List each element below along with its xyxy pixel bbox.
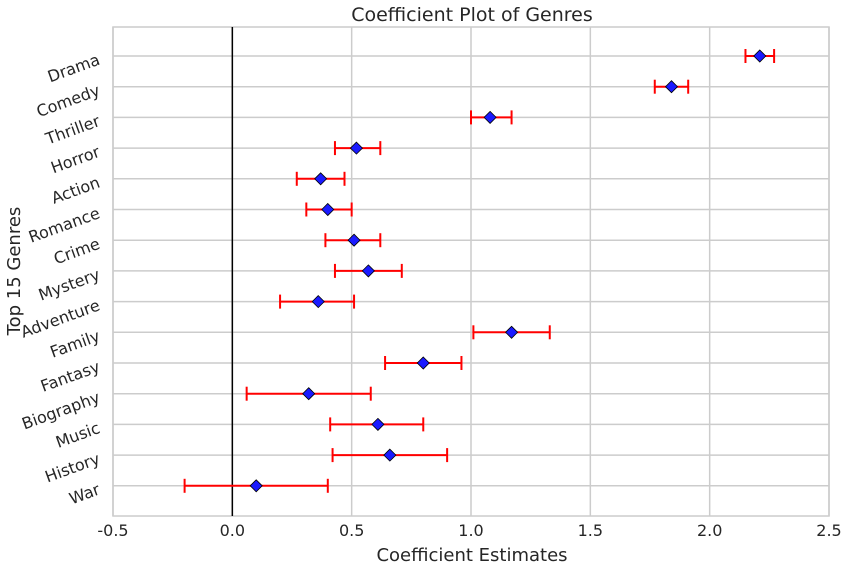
coefficient-point bbox=[416, 356, 430, 370]
grid-lines bbox=[112, 27, 830, 516]
chart-title: Coefficient Plot of Genres bbox=[351, 4, 593, 26]
x-tick-label: 0.0 bbox=[220, 521, 245, 540]
y-tick-label: Family bbox=[47, 326, 102, 361]
coefficient-point bbox=[483, 110, 497, 124]
coefficient-point bbox=[321, 202, 335, 217]
x-tick-label: 2.0 bbox=[697, 521, 722, 540]
y-tick-label: Crime bbox=[51, 234, 102, 268]
x-tick-labels: -0.5 0.0 0.5 1.0 1.5 2.0 2.5 bbox=[97, 521, 841, 540]
y-tick-label: Music bbox=[53, 418, 102, 451]
coefficient-point bbox=[249, 479, 263, 493]
x-tick-label: 0.5 bbox=[339, 521, 364, 540]
y-tick-labels: DramaComedyThrillerHorrorActionRomanceCr… bbox=[18, 50, 103, 508]
y-axis-label: Top 15 Genres bbox=[4, 207, 25, 337]
coefficient-point bbox=[505, 325, 519, 339]
y-tick-label: Horror bbox=[48, 142, 103, 177]
coefficient-point bbox=[383, 448, 397, 462]
coefficient-point bbox=[371, 417, 385, 431]
x-tick-label: -0.5 bbox=[97, 521, 128, 540]
x-tick-label: 1.0 bbox=[458, 521, 483, 540]
coefficient-point bbox=[311, 295, 325, 309]
coefficient-point bbox=[347, 233, 361, 247]
coefficient-point bbox=[314, 172, 328, 186]
axes-frame bbox=[112, 26, 830, 517]
coefficient-point bbox=[361, 264, 375, 278]
y-tick-label: War bbox=[67, 480, 103, 509]
coefficient-point bbox=[349, 141, 364, 155]
coefficient-series bbox=[183, 49, 776, 493]
coefficient-point bbox=[302, 387, 316, 401]
x-axis-label: Coefficient Estimates bbox=[376, 545, 567, 566]
coefficient-point bbox=[664, 80, 679, 94]
coefficient-point bbox=[753, 49, 767, 63]
x-tick-label: 1.5 bbox=[578, 521, 603, 540]
y-tick-label: Action bbox=[49, 173, 103, 208]
x-tick-label: 2.5 bbox=[816, 521, 841, 540]
